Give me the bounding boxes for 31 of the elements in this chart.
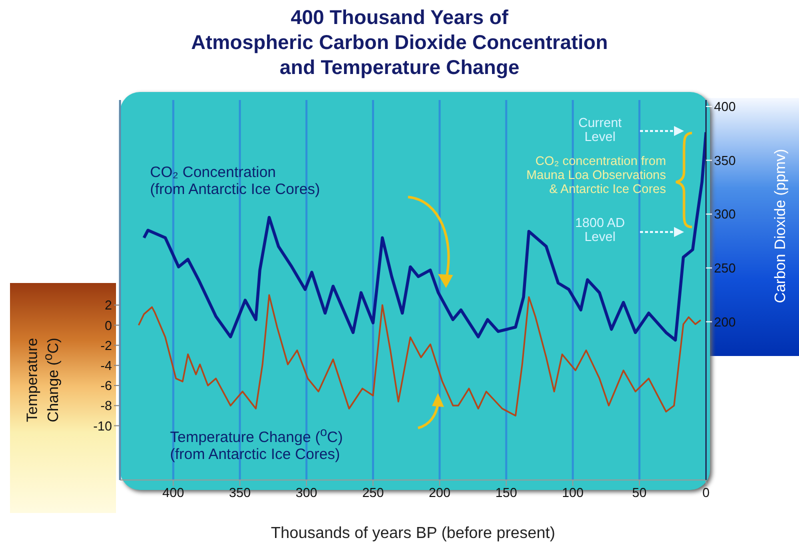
x-tick-label: 250 <box>362 485 384 500</box>
line-series <box>138 294 702 416</box>
y2-axis-title: Carbon Dioxide (ppmv) <box>772 148 790 306</box>
annotation: CO₂ concentration from Mauna Loa Observations & Antarctic Ice Cores <box>525 154 666 196</box>
annotation: Temperature Change ($^{o}$C) (from Antarctic Ice Cores) <box>170 425 343 463</box>
annotation: 1800 AD Level <box>574 215 626 245</box>
x-tick-label: 400 <box>162 485 184 500</box>
x-tick-label: 100 <box>562 485 584 500</box>
y-tick-label: -8 <box>100 398 112 414</box>
line-series <box>142 130 706 342</box>
y2-tick-label: 200 <box>714 314 736 330</box>
x-tick-label: 0 <box>702 485 710 500</box>
x-axis-title: Thousands of years BP (before present) <box>270 525 556 542</box>
y-tick-label: 0 <box>104 318 112 333</box>
annotation: Current Level <box>577 115 623 145</box>
y-tick-label: -10 <box>93 418 112 434</box>
x-tick-label: 200 <box>428 485 450 500</box>
chart-title: 400 Thousand Years of Atmospheric Carbon Dioxide Concentration and Temperature Change <box>190 6 609 81</box>
x-tick-label: 300 <box>296 485 318 500</box>
x-tick-label: 50 <box>632 485 647 500</box>
y2-tick-label: 250 <box>714 260 736 276</box>
y-tick-label: -6 <box>100 378 112 394</box>
y2-tick-label: 400 <box>714 99 736 114</box>
y-tick-label: 2 <box>104 298 112 313</box>
annotation: CO₂ Concentration (from Antarctic Ice Cores) <box>150 164 320 198</box>
x-tick-label: 350 <box>229 485 251 500</box>
x-tick-label: 150 <box>495 485 518 500</box>
y-tick-label: -2 <box>100 338 112 353</box>
y-tick-label: -4 <box>100 358 112 374</box>
y2-tick-label: 300 <box>714 206 736 222</box>
y2-tick-label: 350 <box>714 152 736 168</box>
